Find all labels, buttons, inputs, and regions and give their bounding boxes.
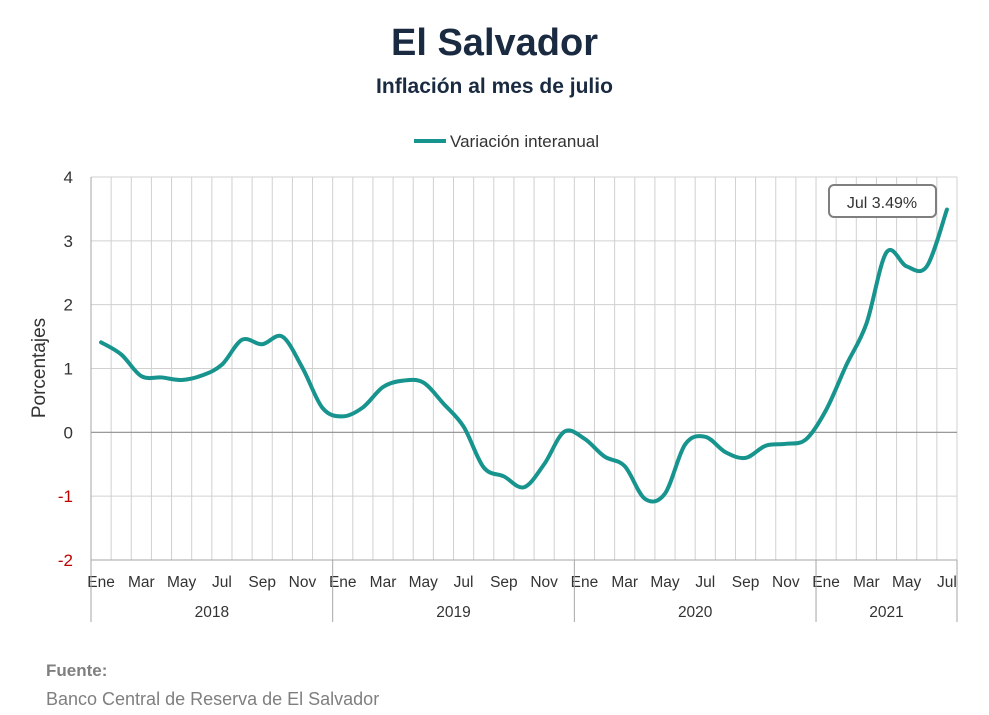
x-tick-label: Ene: [812, 574, 840, 591]
source-text: Banco Central de Reserva de El Salvador: [46, 689, 380, 709]
x-tick-label: Ene: [571, 574, 599, 591]
annotation-box: [828, 184, 937, 218]
x-tick-label: Mar: [611, 574, 638, 591]
x-tick-label: Jul: [937, 574, 957, 591]
x-tick-label: Nov: [530, 574, 558, 591]
y-axis-label: Porcentajes: [29, 318, 50, 418]
grid: [90, 176, 958, 561]
y-tick-label: 2: [64, 296, 73, 315]
x-tick-label: Mar: [128, 574, 155, 591]
value-annotation: Jul 3.49%: [828, 184, 937, 218]
axes: -2 -1 0 1 2 3 4 Ene Mar May Jul Sep Nov Ene Mar May Jul S…: [58, 168, 958, 622]
x-tick-label: Sep: [248, 574, 276, 591]
x-tick-label: Mar: [370, 574, 397, 591]
x-tick-label: May: [409, 574, 439, 591]
x-tick-label: Nov: [289, 574, 317, 591]
source-heading: Fuente:: [46, 661, 108, 680]
x-tick-label: Jul: [454, 574, 474, 591]
y-tick-label: 1: [64, 360, 73, 379]
series-layer: [99, 207, 949, 504]
y-tick-label: 3: [64, 232, 73, 251]
x-group-label: 2019: [436, 604, 470, 621]
chart-title: El Salvador: [391, 22, 598, 64]
x-tick-label: May: [892, 574, 922, 591]
x-tick-label: Mar: [853, 574, 880, 591]
chart-subtitle: Inflación al mes de julio: [376, 75, 613, 98]
x-group-label: 2020: [678, 604, 713, 621]
y-tick-label: -2: [58, 551, 73, 570]
x-tick-label: May: [167, 574, 197, 591]
x-tick-label: Sep: [732, 574, 760, 591]
x-tick-label: Jul: [695, 574, 715, 591]
x-tick-label: Ene: [329, 574, 357, 591]
x-tick-label: Sep: [490, 574, 518, 591]
annotation-text: Jul 3.49%: [847, 195, 917, 212]
y-tick-label: 4: [64, 168, 73, 187]
x-group-label: 2018: [195, 604, 229, 621]
y-tick-label: 0: [64, 423, 73, 442]
series-line-variacion-interanual: [99, 207, 949, 504]
x-tick-label: May: [650, 574, 680, 591]
legend-label: Variación interanual: [450, 132, 599, 151]
x-tick-label: Jul: [212, 574, 232, 591]
x-group-label: 2021: [869, 604, 903, 621]
legend: Variación interanual: [414, 132, 599, 151]
x-tick-label: Nov: [772, 574, 800, 591]
y-tick-label: -1: [58, 487, 73, 506]
x-tick-label: Ene: [87, 574, 115, 591]
